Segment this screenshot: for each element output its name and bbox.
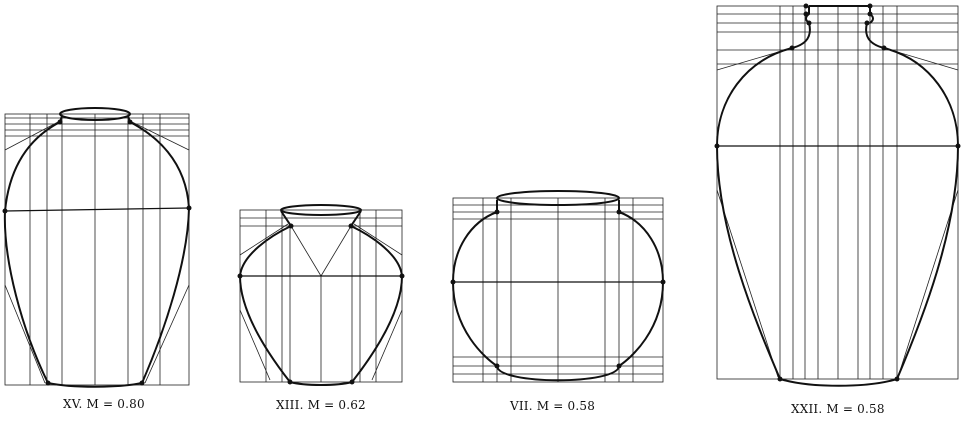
- point-neck-right-vii: [616, 209, 622, 215]
- point-foot-right-xv: [139, 380, 145, 386]
- point-foot-right-xxii: [894, 376, 900, 382]
- point-foot-left-xv: [45, 380, 51, 386]
- construction-grid-xiii: [239, 209, 403, 383]
- vase-outline-vii: [451, 200, 665, 382]
- point-lip-right-xxii: [867, 11, 873, 17]
- caption-xxii: XXII. M = 0.58: [791, 402, 885, 416]
- point-foot-left-vii: [494, 363, 500, 369]
- point-neck-left-xv: [57, 119, 63, 125]
- point-foot-right-vii: [616, 363, 622, 369]
- vase-outline-xiii: [238, 210, 404, 386]
- point-neck-left-xiii: [288, 223, 294, 229]
- point-max-left-vii: [450, 279, 456, 285]
- point-foot-left-xiii: [287, 379, 293, 385]
- vase-outline-xxii: [715, 22, 960, 387]
- vase-figure-vii: [450, 190, 666, 383]
- caption-vii: VII. M = 0.58: [510, 399, 596, 413]
- neck-xxii: [805, 5, 874, 24]
- point-max-left-xxii: [714, 143, 720, 149]
- rim-xiii: [280, 204, 362, 216]
- point-max-left-xv: [2, 208, 8, 214]
- point-neck-right-xxii: [864, 20, 870, 26]
- point-shoulder-right-xxii: [881, 45, 887, 51]
- point-rim-right-xxii: [867, 3, 873, 9]
- point-neck-right-xiii: [348, 223, 354, 229]
- max-width-line-xv: [4, 207, 190, 212]
- rim-xv: [59, 107, 131, 121]
- point-max-right-xiii: [399, 273, 405, 279]
- point-max-left-xiii: [237, 273, 243, 279]
- caption-xv: XV. M = 0.80: [63, 397, 145, 411]
- construction-grid-xxii: [716, 5, 959, 380]
- point-foot-right-xiii: [349, 379, 355, 385]
- point-foot-left-xxii: [777, 376, 783, 382]
- point-neck-right-xv: [127, 119, 133, 125]
- point-shoulder-left-xxii: [789, 45, 795, 51]
- vase-figure-xiii: [237, 204, 405, 386]
- caption-xiii: XIII. M = 0.62: [276, 398, 366, 412]
- rim-vii: [496, 190, 620, 206]
- construction-grid-vii: [452, 197, 664, 383]
- vase-figure-xv: [2, 107, 192, 388]
- point-neck-left-xxii: [806, 20, 812, 26]
- point-max-right-xxii: [955, 143, 961, 149]
- point-max-right-vii: [660, 279, 666, 285]
- point-max-right-xv: [186, 205, 192, 211]
- point-lip-left-xxii: [803, 11, 809, 17]
- point-rim-left-xxii: [803, 3, 809, 9]
- point-neck-left-vii: [494, 209, 500, 215]
- vase-outline-xv: [3, 115, 191, 388]
- vase-figure-xxii: [714, 3, 961, 387]
- construction-grid-xv: [4, 113, 190, 386]
